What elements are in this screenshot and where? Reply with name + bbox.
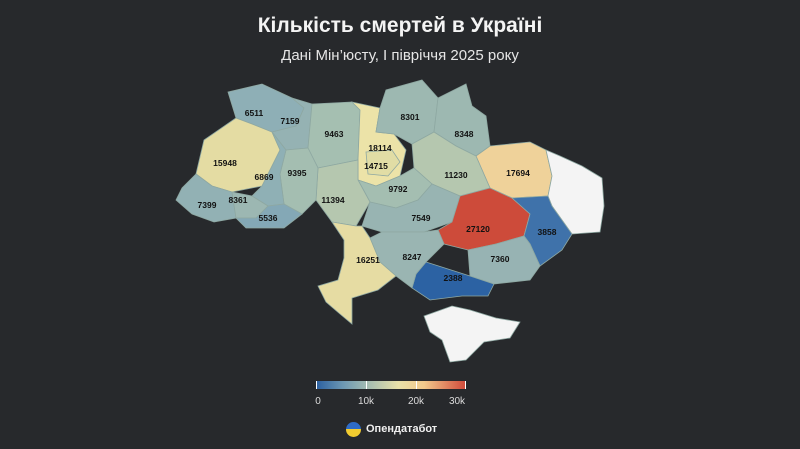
region-Чернівецька (235, 203, 303, 229)
region-value-label: 18114 (368, 143, 391, 153)
region-value-label: 11394 (321, 195, 344, 205)
region-value-label: 9792 (389, 184, 408, 194)
color-legend: 0 10k 20k 30k (315, 381, 466, 410)
region-value-label: 17694 (506, 168, 530, 178)
brand-logo: Опендатабот (346, 421, 437, 437)
region-value-label: 7159 (281, 116, 300, 126)
region-value-label: 14715 (364, 161, 388, 171)
region-value-label: 8361 (229, 195, 248, 205)
region-АР Крим (423, 305, 521, 363)
region-value-label: 8348 (455, 129, 474, 139)
region-value-label: 9395 (288, 168, 307, 178)
region-Закарпатська (175, 173, 237, 223)
region-Київ (365, 149, 401, 177)
legend-label-30k: 30k (448, 396, 466, 407)
region-Одеська (317, 221, 397, 325)
region-value-label: 7399 (198, 200, 217, 210)
region-value-label: 27120 (466, 224, 490, 234)
region-Луганська (545, 149, 605, 235)
region-value-label: 8301 (401, 112, 420, 122)
region-Хмельницька (279, 147, 319, 215)
legend-tick (465, 381, 466, 389)
region-value-label: 9463 (325, 129, 344, 139)
page-subtitle: Дані Мін’юсту, І півріччя 2025 року (281, 47, 519, 64)
legend-gradient-bar (316, 381, 466, 389)
region-Львівська (195, 117, 281, 193)
legend-tick (316, 381, 317, 389)
region-value-label: 16251 (356, 255, 380, 265)
region-value-label: 3858 (538, 227, 557, 237)
region-value-label: 11230 (444, 170, 467, 180)
region-Вінницька (315, 159, 371, 227)
legend-label-20k: 20k (407, 396, 425, 407)
region-value-label: 8247 (403, 252, 422, 262)
legend-tick (366, 381, 367, 389)
opendatabot-icon (346, 421, 361, 437)
region-value-label: 5536 (259, 213, 278, 223)
region-value-label: 6869 (255, 172, 274, 182)
region-value-label: 7549 (412, 213, 431, 223)
region-value-label: 7360 (491, 254, 510, 264)
brand-name: Опендатабот (366, 423, 438, 435)
region-value-label: 6511 (245, 108, 264, 118)
region-Донецька (511, 195, 573, 267)
legend-label-10k: 10k (357, 396, 375, 407)
region-value-label: 15948 (213, 158, 237, 168)
page-title: Кількість смертей в Україні (257, 14, 543, 37)
legend-tick (416, 381, 417, 389)
region-value-label: 2388 (444, 273, 463, 283)
legend-label-0: 0 (315, 396, 321, 407)
